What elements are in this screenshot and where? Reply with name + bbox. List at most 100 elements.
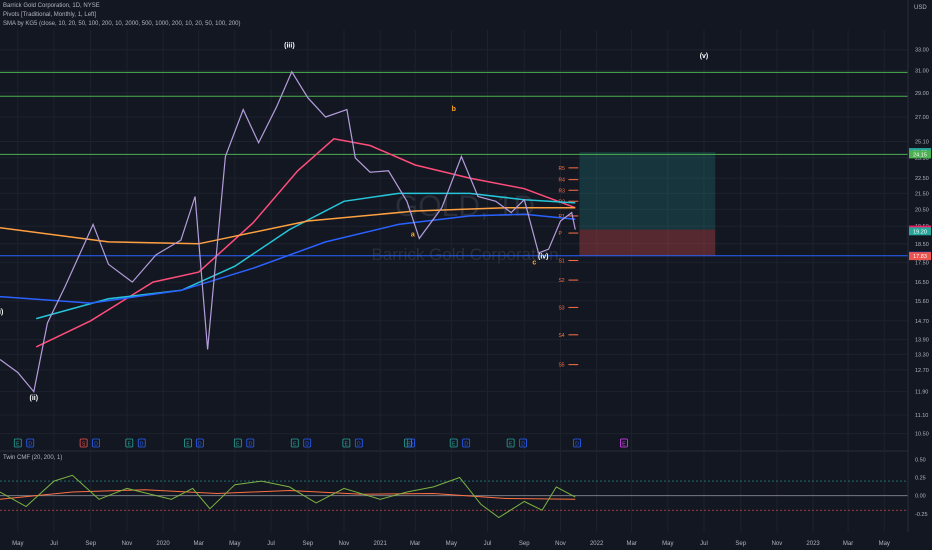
- wave-label: (v): [700, 53, 709, 60]
- y-tick-label: 11.90: [915, 390, 928, 396]
- x-tick-label: Jul: [50, 541, 58, 547]
- event-marker: [342, 438, 351, 448]
- event-marker: [354, 438, 363, 448]
- price-axis[interactable]: 10.50 11.10 11.90 12.70 13.30 13.90 14.70 15.60…: [907, 0, 929, 532]
- x-tick-label: 2020: [156, 541, 170, 547]
- y-tick-label: 27.00: [915, 115, 929, 121]
- pivots-indicator-label: Pivots [Traditional, Monthly, 1, Left]: [3, 12, 97, 18]
- event-marker: [92, 438, 100, 448]
- y-tick-label: 12.70: [915, 368, 929, 374]
- event-marker: [137, 438, 146, 448]
- sma-line: [0, 213, 576, 304]
- cmf-tick-label: -0.25: [915, 512, 928, 518]
- x-tick-label: Mar: [194, 541, 204, 547]
- event-marker: [13, 438, 22, 448]
- cmf-slow-line: [0, 489, 576, 500]
- pivot-label: R3: [558, 188, 565, 194]
- x-tick-label: May: [229, 541, 240, 547]
- y-tick-label: 10.50: [915, 432, 929, 438]
- y-tick-label: 22.50: [915, 176, 929, 182]
- event-marker-label: E: [16, 442, 20, 448]
- pivot-label: S3: [558, 305, 564, 311]
- sma-lines: [0, 137, 576, 348]
- chart-title: Barrick Gold Corporation, 1D, NYSE: [3, 3, 100, 9]
- x-tick-label: Jul: [484, 541, 492, 547]
- wave-label: (iii): [284, 43, 295, 50]
- cmf-tick-label: 0.00: [915, 494, 926, 500]
- sma-line: [36, 192, 576, 320]
- event-marker: [407, 438, 415, 448]
- x-tick-label: Sep: [735, 541, 746, 547]
- price-badge: [909, 150, 931, 159]
- x-tick-label: Nov: [339, 541, 350, 547]
- x-tick-label: Jul: [700, 541, 708, 547]
- y-tick-label: 18.50: [915, 242, 929, 248]
- x-tick-label: May: [446, 541, 457, 547]
- position-loss-zone: [579, 229, 716, 257]
- y-tick-label: 16.50: [915, 280, 929, 286]
- y-tick-label: 15.60: [915, 299, 929, 305]
- x-tick-label: Jul: [267, 541, 275, 547]
- pivot-label: S5: [558, 363, 564, 369]
- event-marker: [620, 438, 628, 448]
- cmf-fast-line: [0, 474, 576, 519]
- event-marker-label: E: [128, 442, 132, 448]
- horizontal-levels[interactable]: [0, 71, 908, 257]
- event-marker: [462, 438, 471, 448]
- wave-labels: (i) (ii) (iii) a b c(iv) (v): [0, 43, 708, 403]
- x-tick-label: May: [879, 541, 890, 547]
- price-badge: [909, 227, 931, 236]
- price-series: [0, 70, 576, 394]
- event-marker-label: D: [521, 442, 525, 448]
- price-badge-label: 17.83: [913, 254, 927, 260]
- currency-label: USD: [914, 5, 927, 11]
- event-marker-label: E: [186, 442, 190, 448]
- y-tick-label: 29.00: [915, 91, 929, 97]
- time-axis[interactable]: May Jul Sep Nov 2020 Mar May Jul Sep Nov 2021 Mar Ma…: [12, 541, 890, 547]
- event-marker: [184, 438, 192, 448]
- event-marker: [303, 438, 312, 448]
- x-tick-label: Nov: [772, 541, 783, 547]
- event-marker-label: E: [406, 442, 410, 448]
- sma-indicator-label: SMA by KG5 (close, 10, 20, 50, 100, 200,…: [3, 21, 241, 27]
- event-marker: [233, 438, 242, 448]
- watermark: GOLD, 1D Barrick Gold Corporation: [371, 190, 558, 264]
- x-tick-label: Nov: [555, 541, 566, 547]
- price-badge-label: 19.20: [913, 229, 927, 235]
- event-marker-label: D: [464, 442, 468, 448]
- x-tick-label: Mar: [843, 541, 853, 547]
- event-marker-label: E: [293, 442, 297, 448]
- pivot-label: P: [558, 231, 562, 237]
- y-tick-label: 11.10: [915, 413, 928, 419]
- sma-line: [35, 137, 576, 348]
- wave-label: (iv): [538, 254, 549, 261]
- cmf-indicator-label: Twin CMF (20, 200, 1): [3, 455, 63, 461]
- event-marker-label: E: [236, 442, 240, 448]
- event-marker-label: D: [248, 442, 252, 448]
- sma-line: [0, 206, 576, 245]
- event-marker: [290, 438, 299, 448]
- pivot-label: R1: [558, 214, 565, 220]
- event-marker-label: D: [357, 442, 361, 448]
- event-marker-label: E: [345, 442, 349, 448]
- y-tick-label: 25.10: [915, 139, 929, 145]
- y-tick-label: 31.00: [915, 69, 929, 75]
- pivot-label: S4: [558, 333, 564, 339]
- x-tick-label: May: [662, 541, 673, 547]
- y-tick-label: 14.70: [915, 319, 929, 325]
- event-marker-label: D: [140, 442, 144, 448]
- cmf-tick-label: 0.50: [915, 457, 926, 463]
- long-position-box[interactable]: [579, 152, 716, 257]
- wave-label: b: [452, 106, 456, 113]
- event-marker: [246, 438, 255, 448]
- price-line: [0, 70, 576, 394]
- y-tick-label: 21.50: [915, 191, 929, 197]
- pivot-label: S2: [558, 278, 564, 284]
- event-marker: [573, 438, 581, 448]
- x-tick-label: 2023: [806, 541, 820, 547]
- event-marker: [26, 438, 35, 448]
